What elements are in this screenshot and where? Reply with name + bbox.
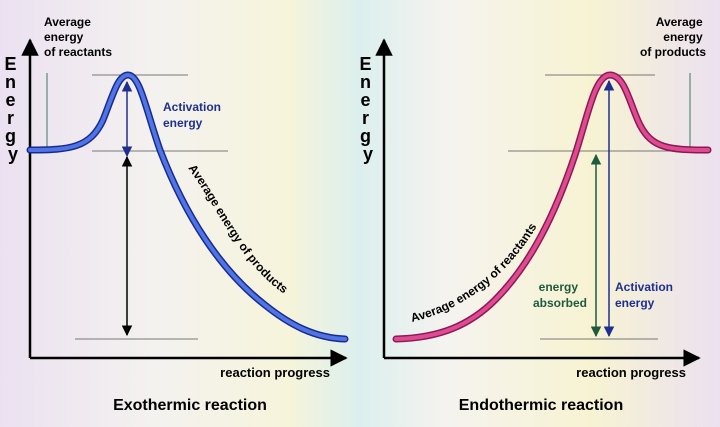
exo-caption: Exothermic reaction bbox=[113, 397, 267, 414]
endo-products-label-1: Average bbox=[656, 15, 703, 29]
exo-y-axis-label: E n e r g y bbox=[4, 54, 21, 164]
endo-energy-g: g bbox=[360, 126, 371, 146]
exo-activation-label-2: energy bbox=[163, 116, 203, 130]
endo-activation-label-1: Activation bbox=[615, 280, 673, 294]
endo-caption: Endothermic reaction bbox=[459, 397, 623, 414]
exo-energy-y: y bbox=[8, 144, 18, 164]
endo-absorbed-label-1: energy bbox=[539, 280, 579, 294]
exo-activation-label-1: Activation bbox=[163, 100, 221, 114]
exo-energy-e: e bbox=[5, 90, 15, 110]
endo-absorbed-label-2: absorbed bbox=[533, 296, 587, 310]
endo-energy-E: E bbox=[359, 54, 371, 74]
endo-products-label-3: of products bbox=[640, 45, 706, 59]
exo-energy-r: r bbox=[7, 108, 14, 128]
exo-reactants-label-3: of reactants bbox=[44, 45, 112, 59]
exothermic-panel: E n e r g y Average energy of reactants … bbox=[4, 15, 349, 414]
exo-reactants-label-1: Average bbox=[44, 15, 91, 29]
endo-y-axis-label: E n e r g y bbox=[359, 54, 376, 164]
exo-x-axis-label: reaction progress bbox=[220, 365, 330, 380]
exo-energy-E: E bbox=[4, 54, 16, 74]
exo-activation-label: Activation energy bbox=[163, 100, 224, 130]
endo-absorbed-label: energy absorbed bbox=[533, 280, 587, 310]
endo-energy-e: e bbox=[360, 90, 370, 110]
exo-energy-curve bbox=[28, 72, 347, 341]
endo-energy-y: y bbox=[363, 144, 373, 164]
exo-energy-g: g bbox=[5, 126, 16, 146]
endo-activation-label: Activation energy bbox=[615, 280, 676, 310]
endo-products-label-2: energy bbox=[663, 30, 703, 44]
endo-products-label: Average energy of products bbox=[640, 15, 706, 59]
endo-x-axis-label: reaction progress bbox=[576, 365, 686, 380]
endo-energy-n: n bbox=[360, 72, 371, 92]
endo-activation-label-2: energy bbox=[615, 296, 655, 310]
exo-energy-n: n bbox=[5, 72, 16, 92]
exo-reactants-label-2: energy bbox=[44, 30, 84, 44]
endo-energy-r: r bbox=[362, 108, 369, 128]
exo-reactants-label: Average energy of reactants bbox=[44, 15, 112, 59]
endo-energy-curve bbox=[394, 72, 710, 341]
